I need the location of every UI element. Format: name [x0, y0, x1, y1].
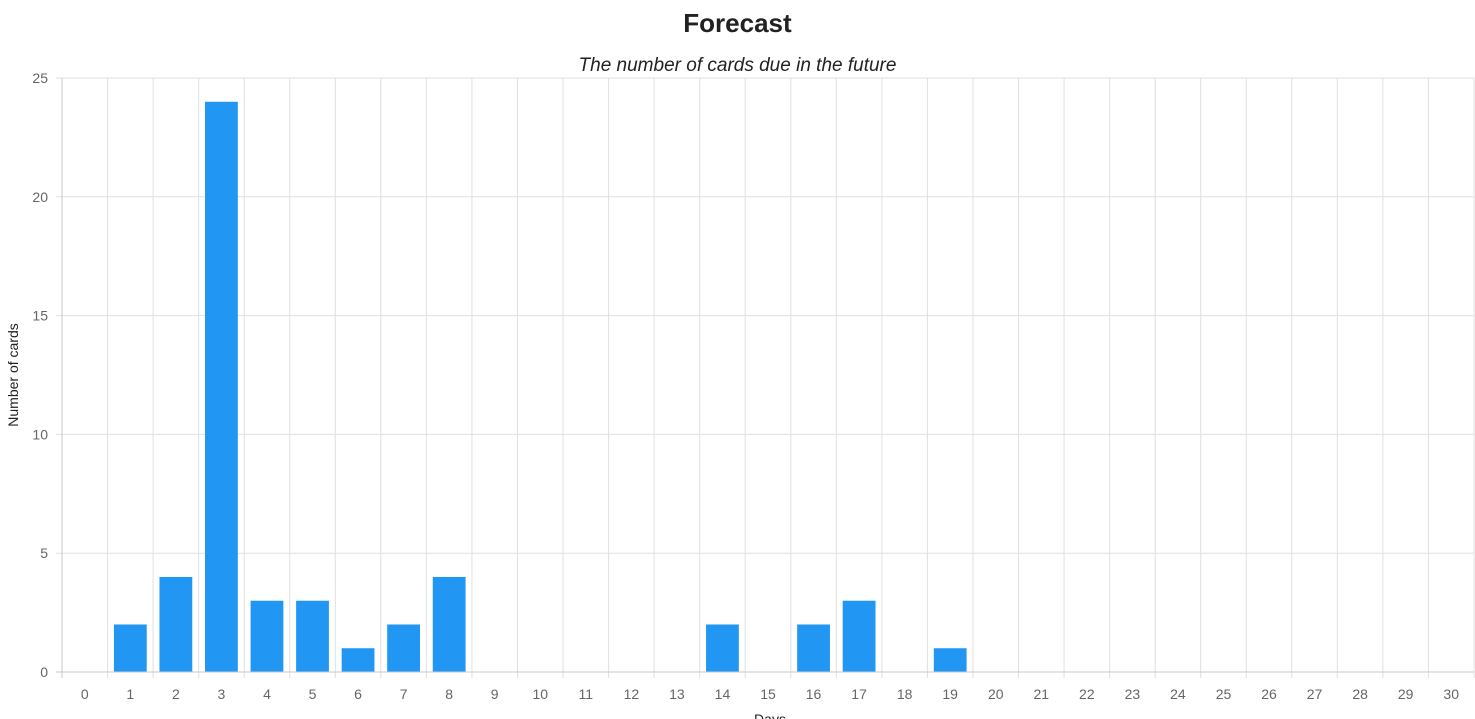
x-tick-label: 30	[1443, 686, 1459, 702]
x-tick-label: 24	[1170, 686, 1186, 702]
x-tick-label: 14	[715, 686, 731, 702]
x-tick-label: 16	[806, 686, 822, 702]
x-axis-title: Days	[754, 711, 786, 719]
x-tick-label: 13	[669, 686, 685, 702]
x-tick-label: 11	[579, 686, 594, 702]
bar	[205, 101, 238, 672]
x-tick-label: 0	[81, 686, 89, 702]
x-tick-label: 4	[263, 686, 271, 702]
bar	[797, 624, 830, 672]
chart-title: Forecast	[683, 8, 792, 38]
y-tick-label: 20	[32, 189, 48, 205]
x-tick-label: 15	[760, 686, 776, 702]
bar	[341, 648, 375, 672]
y-axis-title: Number of cards	[5, 323, 21, 426]
bar	[159, 576, 193, 672]
y-tick-label: 10	[32, 426, 48, 442]
x-tick-label: 17	[851, 686, 867, 702]
x-tick-label: 28	[1352, 686, 1368, 702]
x-tick-label: 25	[1216, 686, 1232, 702]
x-tick-label: 19	[942, 686, 958, 702]
y-tick-label: 25	[32, 70, 48, 86]
grid-layer	[56, 77, 1475, 678]
x-tick-label: 21	[1034, 686, 1050, 702]
bar	[842, 600, 876, 672]
chart-subtitle: The number of cards due in the future	[578, 55, 897, 76]
x-tick-label: 26	[1261, 686, 1277, 702]
y-tick-label: 0	[40, 664, 48, 680]
bar	[706, 624, 739, 672]
x-tick-label: 5	[309, 686, 317, 702]
bar	[250, 600, 284, 672]
bar	[933, 648, 967, 672]
y-tick-label: 15	[32, 308, 48, 324]
x-tick-label: 23	[1125, 686, 1141, 702]
x-tick-label: 8	[445, 686, 453, 702]
bar	[387, 624, 421, 672]
axis-layer	[56, 78, 1474, 678]
bar	[113, 624, 147, 672]
x-tick-label: 7	[400, 686, 408, 702]
x-tick-label: 9	[491, 686, 499, 702]
y-tick-label: 5	[40, 545, 48, 561]
x-tick-label: 29	[1398, 686, 1414, 702]
x-tick-label: 12	[624, 686, 640, 702]
x-tick-label: 18	[897, 686, 913, 702]
x-tick-label: 1	[126, 686, 134, 702]
x-tick-label: 27	[1307, 686, 1323, 702]
x-tick-label: 20	[988, 686, 1004, 702]
x-tick-label: 2	[172, 686, 180, 702]
bar-layer	[113, 101, 967, 672]
x-tick-label: 3	[218, 686, 226, 702]
bar	[296, 600, 329, 672]
x-tick-label: 22	[1079, 686, 1095, 702]
x-tick-label: 6	[354, 686, 362, 702]
x-tick-label: 10	[532, 686, 548, 702]
bar	[432, 576, 466, 672]
